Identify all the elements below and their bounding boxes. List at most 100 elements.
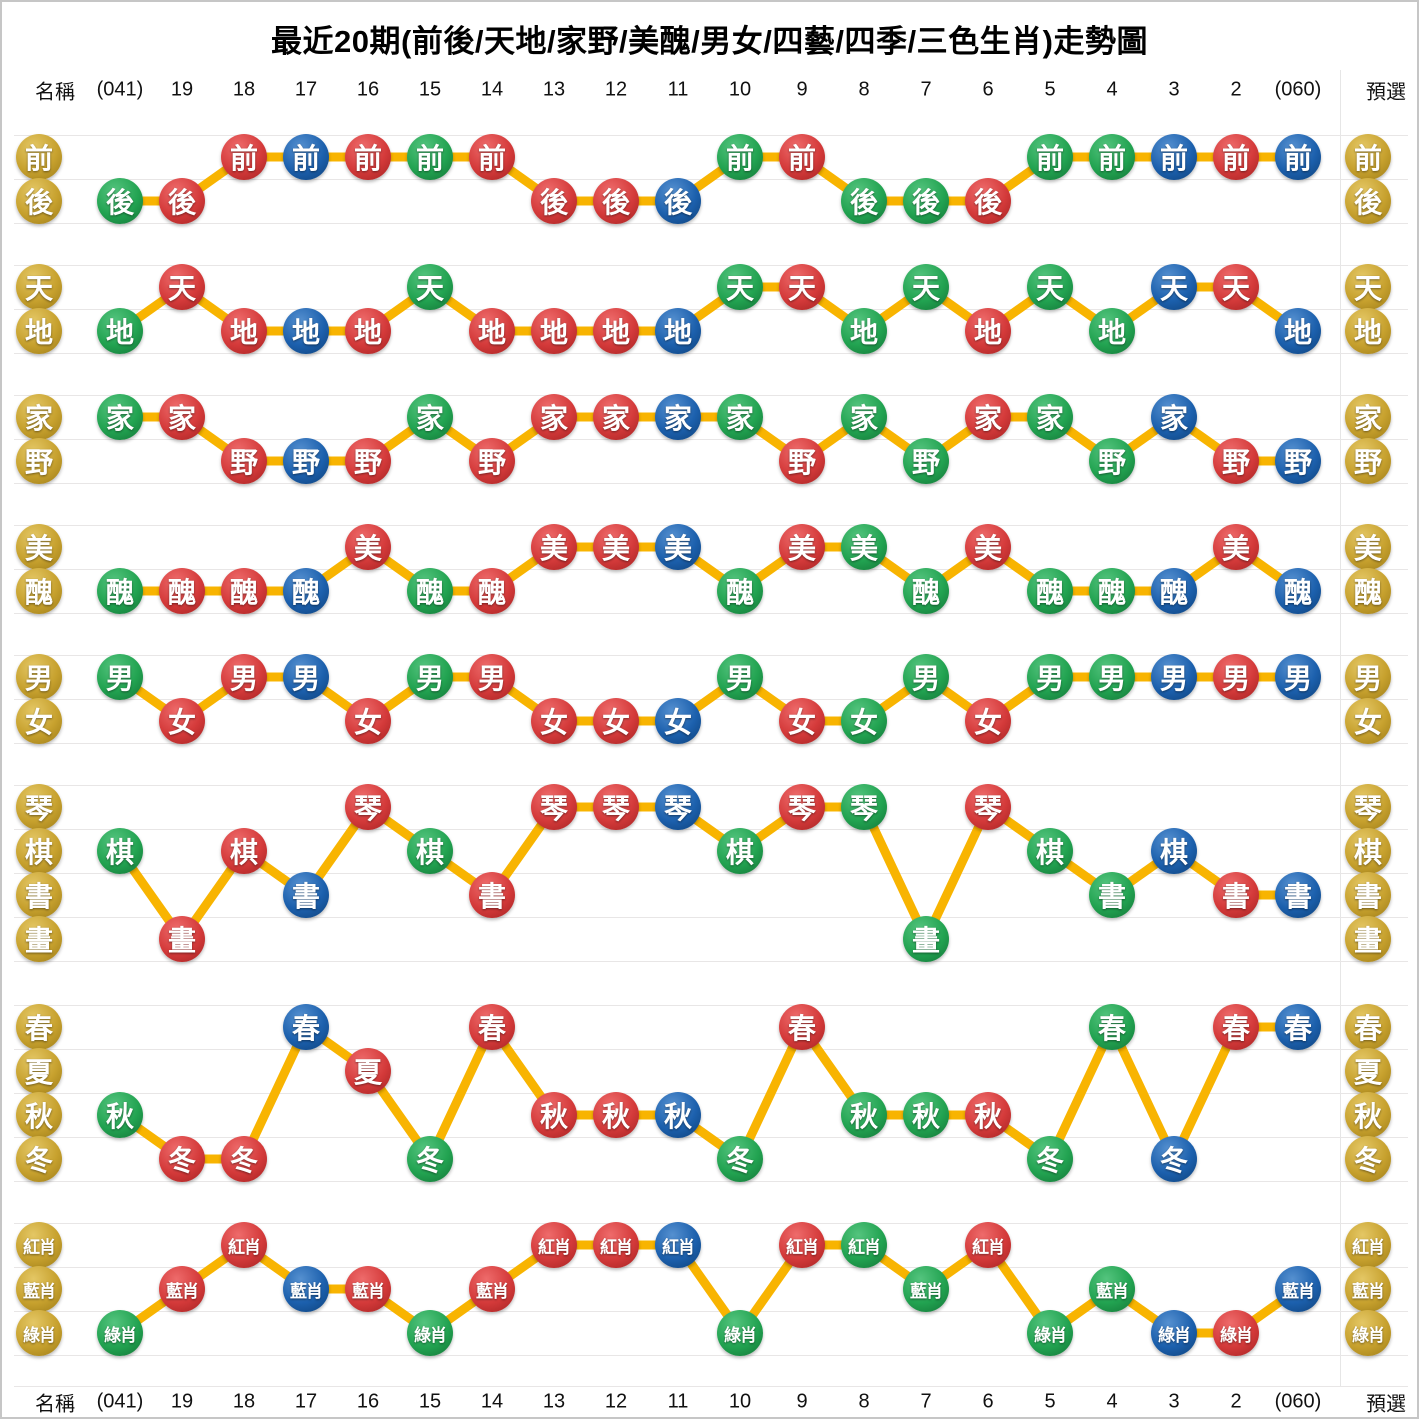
preselect-cell[interactable]: 天 bbox=[1345, 264, 1391, 310]
chart-point: 地 bbox=[1089, 308, 1135, 354]
chart-point: 地 bbox=[655, 308, 701, 354]
chart-point: 地 bbox=[531, 308, 577, 354]
chart-point: 天 bbox=[159, 264, 205, 310]
row-label: 野 bbox=[16, 438, 62, 484]
preselect-cell[interactable]: 野 bbox=[1345, 438, 1391, 484]
column-label: 15 bbox=[418, 78, 442, 101]
column-label: 4 bbox=[1106, 1390, 1118, 1413]
preselect-cell[interactable]: 秋 bbox=[1345, 1092, 1391, 1138]
preselect-cell[interactable]: 家 bbox=[1345, 394, 1391, 440]
preselect-label: 預選 bbox=[1366, 1393, 1406, 1416]
preselect-cell[interactable]: 地 bbox=[1345, 308, 1391, 354]
column-label: 14 bbox=[480, 78, 504, 101]
preselect-cell[interactable]: 紅肖 bbox=[1345, 1222, 1391, 1268]
chart-point: 前 bbox=[469, 134, 515, 180]
row-label: 家 bbox=[16, 394, 62, 440]
row-label: 藍肖 bbox=[16, 1266, 62, 1312]
chart-point: 後 bbox=[97, 178, 143, 224]
row-label: 女 bbox=[16, 698, 62, 744]
chart-point: 後 bbox=[593, 178, 639, 224]
row-label: 後 bbox=[16, 178, 62, 224]
chart-point: 天 bbox=[1151, 264, 1197, 310]
row-label: 琴 bbox=[16, 784, 62, 830]
chart-point: 醜 bbox=[1275, 568, 1321, 614]
chart-point: 天 bbox=[1027, 264, 1073, 310]
chart-point: 春 bbox=[779, 1004, 825, 1050]
column-label: 13 bbox=[542, 78, 566, 101]
row-label: 天 bbox=[16, 264, 62, 310]
preselect-cell[interactable]: 女 bbox=[1345, 698, 1391, 744]
column-label: 19 bbox=[170, 1390, 194, 1413]
chart-point: 琴 bbox=[593, 784, 639, 830]
chart-point: 男 bbox=[1027, 654, 1073, 700]
chart-point: 男 bbox=[1151, 654, 1197, 700]
chart-point: 家 bbox=[655, 394, 701, 440]
preselect-cell[interactable]: 琴 bbox=[1345, 784, 1391, 830]
preselect-cell[interactable]: 畫 bbox=[1345, 916, 1391, 962]
column-label: 3 bbox=[1168, 1390, 1180, 1413]
chart-point: 醜 bbox=[97, 568, 143, 614]
preselect-cell[interactable]: 春 bbox=[1345, 1004, 1391, 1050]
preselect-cell[interactable]: 綠肖 bbox=[1345, 1310, 1391, 1356]
chart-point: 綠肖 bbox=[1213, 1310, 1259, 1356]
chart-point: 家 bbox=[159, 394, 205, 440]
chart-point: 醜 bbox=[283, 568, 329, 614]
preselect-cell[interactable]: 冬 bbox=[1345, 1136, 1391, 1182]
gridline bbox=[14, 655, 1408, 656]
chart-point: 前 bbox=[221, 134, 267, 180]
column-label: 11 bbox=[667, 78, 689, 101]
chart-point: 後 bbox=[159, 178, 205, 224]
preselect-cell[interactable]: 前 bbox=[1345, 134, 1391, 180]
preselect-cell[interactable]: 藍肖 bbox=[1345, 1266, 1391, 1312]
column-label: 18 bbox=[232, 1390, 256, 1413]
chart-point: 家 bbox=[1151, 394, 1197, 440]
chart-point: 秋 bbox=[97, 1092, 143, 1138]
chart-point: 家 bbox=[965, 394, 1011, 440]
chart-point: 冬 bbox=[1151, 1136, 1197, 1182]
chart-point: 琴 bbox=[841, 784, 887, 830]
chart-point: 書 bbox=[1213, 872, 1259, 918]
preselect-cell[interactable]: 書 bbox=[1345, 872, 1391, 918]
column-label: 9 bbox=[796, 1390, 808, 1413]
chart-point: 野 bbox=[469, 438, 515, 484]
preselect-cell[interactable]: 醜 bbox=[1345, 568, 1391, 614]
chart-point: 紅肖 bbox=[531, 1222, 577, 1268]
chart-point: 地 bbox=[469, 308, 515, 354]
chart-point: 後 bbox=[841, 178, 887, 224]
column-label: (060) bbox=[1274, 1390, 1322, 1413]
gridline bbox=[14, 743, 1408, 744]
chart-point: 棋 bbox=[1151, 828, 1197, 874]
preselect-cell[interactable]: 棋 bbox=[1345, 828, 1391, 874]
gridline bbox=[14, 829, 1408, 830]
chart-point: 後 bbox=[531, 178, 577, 224]
chart-point: 家 bbox=[593, 394, 639, 440]
chart-point: 後 bbox=[965, 178, 1011, 224]
gridline bbox=[14, 569, 1408, 570]
chart-point: 醜 bbox=[221, 568, 267, 614]
row-label: 春 bbox=[16, 1004, 62, 1050]
chart-point: 書 bbox=[1275, 872, 1321, 918]
gridline bbox=[14, 785, 1408, 786]
chart-point: 後 bbox=[903, 178, 949, 224]
gridline bbox=[14, 961, 1408, 962]
gridline bbox=[14, 1181, 1408, 1182]
row-label: 男 bbox=[16, 654, 62, 700]
gridline bbox=[14, 1386, 1408, 1387]
preselect-cell[interactable]: 男 bbox=[1345, 654, 1391, 700]
chart-point: 冬 bbox=[159, 1136, 205, 1182]
chart-point: 家 bbox=[407, 394, 453, 440]
chart-point: 紅肖 bbox=[593, 1222, 639, 1268]
chart-point: 地 bbox=[97, 308, 143, 354]
chart-point: 秋 bbox=[593, 1092, 639, 1138]
row-label: 冬 bbox=[16, 1136, 62, 1182]
preselect-cell[interactable]: 美 bbox=[1345, 524, 1391, 570]
column-label: 9 bbox=[796, 78, 808, 101]
preselect-cell[interactable]: 後 bbox=[1345, 178, 1391, 224]
chart-point: 冬 bbox=[1027, 1136, 1073, 1182]
chart-point: 春 bbox=[469, 1004, 515, 1050]
axis-name-label: 名稱 bbox=[35, 1393, 75, 1416]
gridline bbox=[14, 1267, 1408, 1268]
preselect-cell[interactable]: 夏 bbox=[1345, 1048, 1391, 1094]
chart-point: 棋 bbox=[717, 828, 763, 874]
